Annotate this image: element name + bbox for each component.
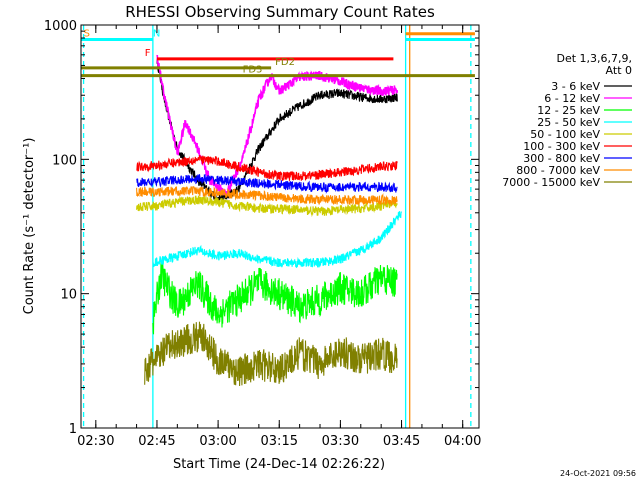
x-tick-label-0: 02:30: [77, 434, 114, 449]
series-line-7: [136, 185, 398, 207]
flag-label-4: FD2: [275, 57, 295, 68]
legend-label-2: 12 - 25 keV: [537, 104, 600, 117]
x-tick-label-1: 02:45: [138, 434, 175, 449]
series-line-1: [156, 54, 399, 196]
flag-label-3: F: [145, 48, 151, 59]
series-line-4: [136, 195, 398, 218]
flag-label-0: S: [84, 28, 90, 39]
legend-header-0: Det 1,3,6,7,9,: [556, 52, 632, 65]
axes: 02:30 02:45 03:00 03:15 03:30 03:45 04:00 1 10 10…: [44, 19, 482, 449]
flag-label-5: FD3: [243, 65, 263, 76]
x-tick-label-5: 03:45: [383, 434, 420, 449]
x-axis-label: Start Time (24-Dec-14 02:26:22): [173, 457, 385, 472]
legend-label-8: 7000 - 15000 keV: [502, 176, 600, 189]
y-tick-label-2: 100: [52, 153, 77, 168]
series-line-3: [152, 211, 402, 269]
legend-label-7: 800 - 7000 keV: [516, 164, 600, 177]
y-tick-label-0: 1: [69, 422, 77, 437]
series-line-2: [152, 260, 398, 335]
x-tick-label-6: 04:00: [444, 434, 481, 449]
legend-label-1: 6 - 12 keV: [544, 92, 600, 105]
legend-label-0: 3 - 6 keV: [551, 80, 600, 93]
x-tick-label-3: 03:15: [261, 434, 298, 449]
legend-label-6: 300 - 800 keV: [523, 152, 600, 165]
legend-label-5: 100 - 300 keV: [523, 140, 600, 153]
footer-date: 24-Oct-2021 09:56: [560, 469, 636, 478]
y-tick-label-3: 1000: [44, 19, 77, 34]
y-tick-label-1: 10: [60, 288, 77, 303]
vertical-markers: [82, 25, 472, 428]
x-tick-label-2: 03:00: [199, 434, 236, 449]
flag-label-1: N: [153, 28, 160, 39]
series-line-6: [136, 174, 398, 194]
legend-label-3: 25 - 50 keV: [537, 116, 600, 129]
series-layer: [136, 54, 402, 387]
series-line-5: [136, 154, 398, 181]
flag-bars: S NF FD2 FD3: [81, 28, 475, 78]
y-axis-label: Count Rate (s⁻¹ detector⁻¹): [22, 138, 37, 315]
x-tick-label-4: 03:30: [322, 434, 359, 449]
legend-label-4: 50 - 100 keV: [530, 128, 600, 141]
plot-frame: [80, 24, 480, 429]
legend-header-1: Att 0: [606, 64, 632, 77]
chart-title: RHESSI Observing Summary Count Rates: [125, 3, 435, 21]
series-line-8: [144, 321, 398, 387]
